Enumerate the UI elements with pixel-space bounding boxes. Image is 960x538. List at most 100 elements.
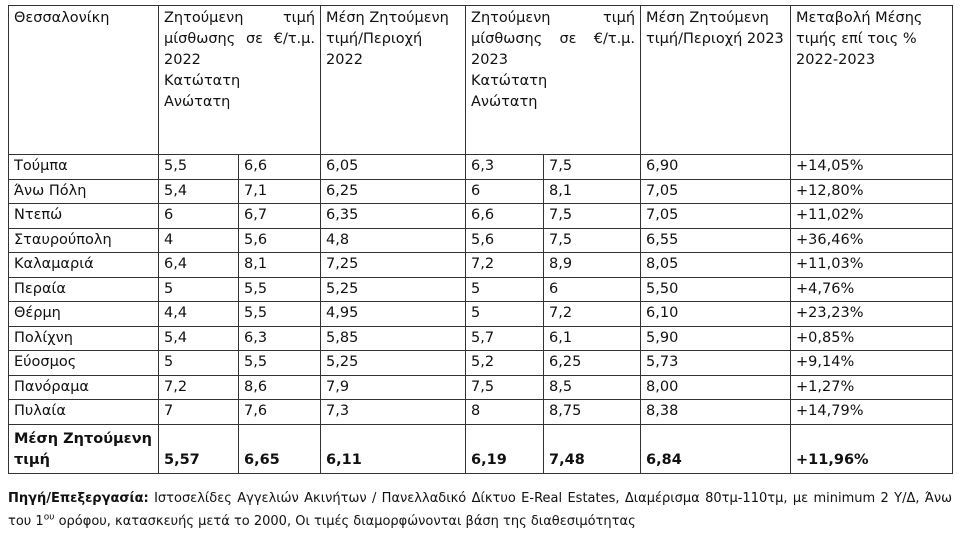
table-cell: Θέρμη [8,301,159,327]
table-cell: 8,05 [640,252,792,278]
header-cell: Ζητούμενη τιμή μίσθωσης σε €/τ.μ. 2023 Κα… [465,5,642,155]
table-cell: 6 [543,276,642,302]
table-cell: +11,03% [790,252,954,278]
table-cell: 5,5 [158,154,239,180]
table-cell: 4,8 [320,227,467,253]
table-cell: Άνω Πόλη [8,178,159,204]
footer-label: Πηγή/Επεξεργασία: [8,491,149,506]
table-cell: 5,4 [158,325,239,351]
table-row: Καλαμαριά 6,4 8,1 7,25 7,2 8,9 8,05 +11,03% [8,252,954,278]
table-cell: 6,3 [237,325,322,351]
table-cell: 6,1 [543,325,642,351]
table-row: Πολίχνη 5,4 6,3 5,85 5,7 6,1 5,90 +0,85% [8,325,954,351]
header-cell: Ζητούμενη τιμή μίσθωσης σε €/τ.μ. 2022 Κα… [157,5,322,155]
table-row: Σταυρούπολη 4 5,6 4,8 5,6 7,5 6,55 +36,46% [8,227,954,253]
table-cell: Περαία [8,276,159,302]
table-cell: 4 [158,227,239,253]
footer-text: Ιστοσελίδες Αγγελιών Ακινήτων / Πανελλαδ… [8,491,952,529]
table-cell: 6,35 [320,203,467,229]
table-cell: 5,25 [320,276,467,302]
table-row: Εύοσμος 5 5,5 5,25 5,2 6,25 5,73 +9,14% [8,350,954,376]
header-sub: Κατώτατη Ανώτατη [471,73,548,110]
table-cell: Καλαμαριά [8,252,159,278]
table-row: Άνω Πόλη 5,4 7,1 6,25 6 8,1 7,05 +12,80% [8,178,954,204]
table-cell: Ντεπώ [8,203,159,229]
table-cell: 8,6 [237,374,322,400]
table-cell: Πολίχνη [8,325,159,351]
table-row: Πανόραμα 7,2 8,6 7,9 7,5 8,5 8,00 +1,27% [8,374,954,400]
header-text: Ζητούμενη τιμή μίσθωσης σε €/τ.μ. 2022 [164,10,316,68]
header-row: Θεσσαλονίκη Ζητούμενη τιμή μίσθωσης σε €… [8,5,954,155]
table-cell: 5 [158,350,239,376]
table-cell: 5,5 [237,350,322,376]
table-cell: +0,85% [790,325,954,351]
footer-sup: ου [43,512,55,523]
table-cell: 7,2 [158,374,239,400]
table-row: Περαία 5 5,5 5,25 5 6 5,50 +4,76% [8,276,954,302]
table-cell: +14,79% [790,399,954,425]
table-cell: 5,4 [158,178,239,204]
table-cell: 7 [158,399,239,425]
table-cell: 5,90 [640,325,792,351]
table-cell: 8,00 [640,374,792,400]
table-row: Μέση Ζητούμενη τιμή 5,57 6,65 6,11 6,19 7,48 6… [8,423,954,474]
table-cell: 4,95 [320,301,467,327]
table-cell: 7,1 [237,178,322,204]
table-cell: 5,7 [465,325,545,351]
header-cell: Μέση Ζητούμενη τιμή/Περιοχή 2023 [640,5,792,155]
table-cell: 5,73 [640,350,792,376]
table-cell: 7,5 [465,374,545,400]
table-cell: 6,7 [237,203,322,229]
price-table: Θεσσαλονίκη Ζητούμενη τιμή μίσθωσης σε €… [8,5,954,474]
table-wrap: Θεσσαλονίκη Ζητούμενη τιμή μίσθωσης σε €… [8,5,954,474]
header-cell: Μεταβολή Μέσης τιμής επί τοις % 2022-202… [790,5,954,155]
table-cell: 7,3 [320,399,467,425]
table-cell: 5,5 [237,276,322,302]
table-cell: 6,25 [320,178,467,204]
table-cell: +11,96% [790,423,954,474]
table-cell: 6,4 [158,252,239,278]
table-cell: +36,46% [790,227,954,253]
table-cell: 8,1 [237,252,322,278]
header-sub: Κατώτατη Ανώτατη [164,73,241,110]
table-cell: 5,25 [320,350,467,376]
table-cell: 6,6 [465,203,545,229]
table-cell: 6,25 [543,350,642,376]
table-cell: Πανόραμα [8,374,159,400]
header-cell: Θεσσαλονίκη [8,5,159,155]
table-cell: 8,5 [543,374,642,400]
table-cell: 8,38 [640,399,792,425]
table-cell: 6,84 [640,423,792,474]
table-row: Θέρμη 4,4 5,5 4,95 5 7,2 6,10 +23,23% [8,301,954,327]
table-cell: 6,6 [237,154,322,180]
table-cell: 5,2 [465,350,545,376]
table-cell: +1,27% [790,374,954,400]
table-cell: 7,6 [237,399,322,425]
table-cell: 7,2 [543,301,642,327]
footer-text: ορόφου, κατασκευής μετά το 2000, Οι τιμέ… [58,514,636,529]
table-cell: 5 [465,276,545,302]
table-cell: +9,14% [790,350,954,376]
header-cell: Μέση Ζητούμενη τιμή/Περιοχή 2022 [320,5,467,155]
table-cell: 5,6 [465,227,545,253]
table-cell: Εύοσμος [8,350,159,376]
table-row: Ντεπώ 6 6,7 6,35 6,6 7,5 7,05 +11,02% [8,203,954,229]
table-cell: 7,05 [640,178,792,204]
table-cell: 6,11 [320,423,467,474]
table-cell: 6,3 [465,154,545,180]
table-cell: +12,80% [790,178,954,204]
table-cell: 7,5 [543,154,642,180]
table-cell: 7,25 [320,252,467,278]
table-cell: 7,2 [465,252,545,278]
table-row: Τούμπα 5,5 6,6 6,05 6,3 7,5 6,90 +14,05% [8,154,954,180]
table-cell: 7,05 [640,203,792,229]
table-cell: 6,55 [640,227,792,253]
table-cell: 6,90 [640,154,792,180]
table-cell: 5,50 [640,276,792,302]
table-cell: 6 [465,178,545,204]
table-cell: +14,05% [790,154,954,180]
table-cell: 5 [158,276,239,302]
table-cell: 6 [158,203,239,229]
table-cell: 7,5 [543,227,642,253]
